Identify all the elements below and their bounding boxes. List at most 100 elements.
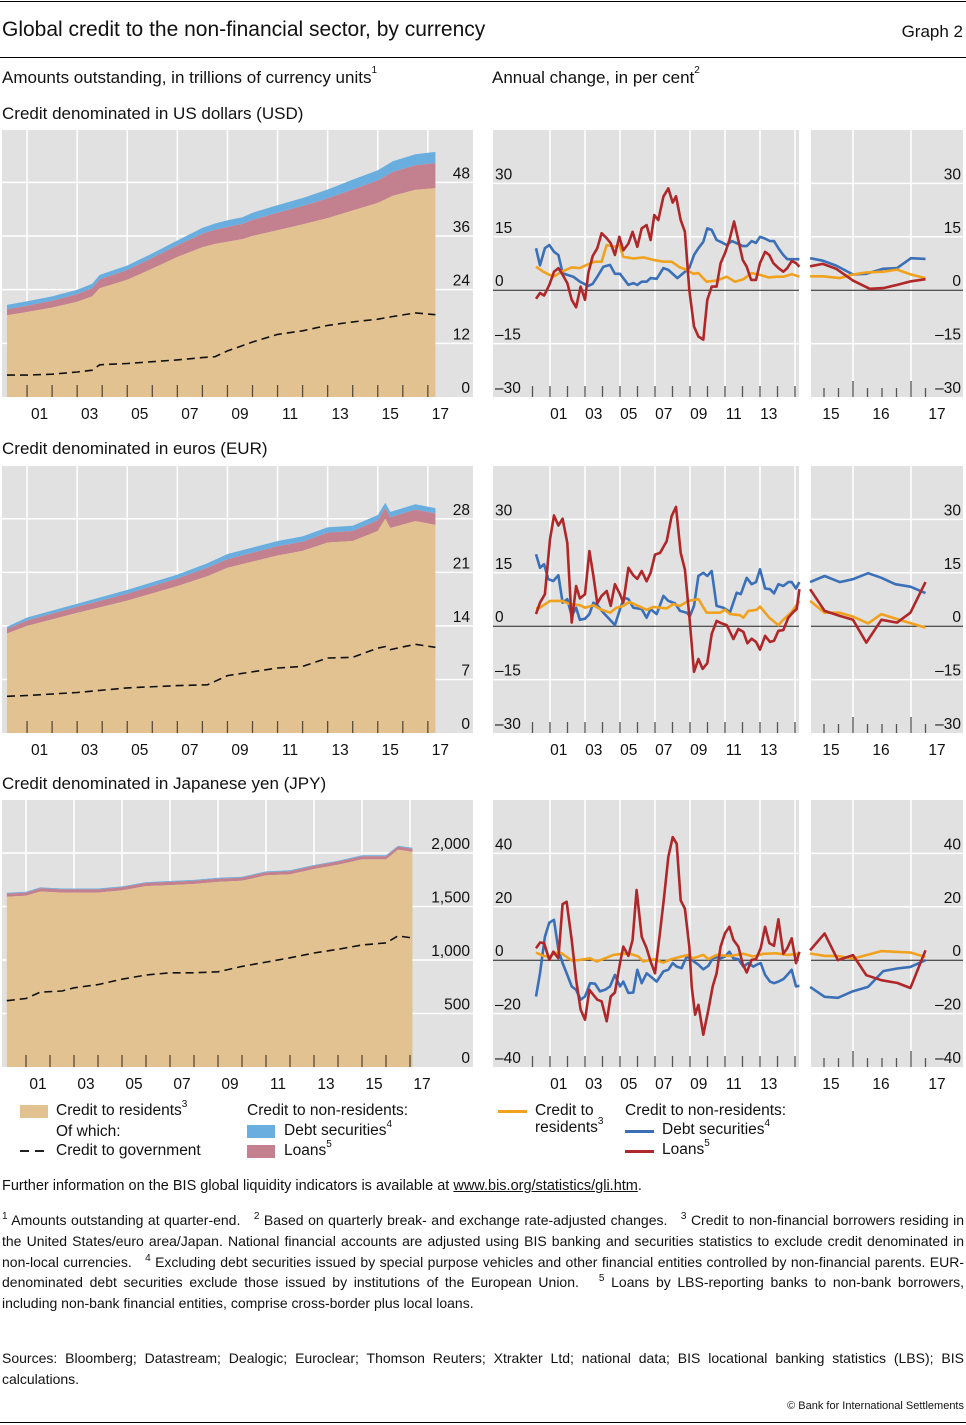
x-tick-label: 13	[760, 1076, 777, 1093]
y-tick-label: 36	[453, 219, 470, 236]
footnote-number: 3	[680, 1211, 687, 1222]
footnote-number: 1	[2, 1211, 8, 1222]
x-tick-label: 09	[221, 1076, 238, 1093]
x-tick-label: 15	[822, 742, 839, 759]
x-tick-label: 09	[231, 406, 248, 423]
residents-line	[810, 268, 926, 280]
x-tick-label: 05	[131, 742, 148, 759]
y-tick-label: 30	[495, 502, 513, 519]
footnote-text: Amounts outstanding at quarter-end.	[7, 1212, 254, 1228]
x-tick-label: 16	[872, 742, 889, 759]
y-tick-label: 24	[453, 273, 471, 290]
x-tick-label: 15	[365, 1076, 382, 1093]
x-tick-label: 07	[655, 1076, 672, 1093]
x-tick-label: 11	[726, 406, 742, 423]
left-panel: 0 12 24 36 48 01 03 05 07 09 11 13 15 17	[2, 130, 473, 423]
x-tick-label: 05	[620, 742, 637, 759]
x-tick-label: 01	[29, 1076, 46, 1093]
left-subtitle: Amounts outstanding, in trillions of cur…	[2, 65, 378, 87]
x-tick-label: 05	[620, 1076, 637, 1093]
x-tick-label: 11	[282, 406, 298, 423]
y-tick-label: –30	[935, 380, 961, 397]
y-tick-label: 14	[453, 609, 471, 626]
y-tick-label: –30	[495, 380, 521, 397]
footnote-text: Loans by LBS-reporting banks to non-bank…	[2, 1274, 964, 1312]
y-tick-label: 21	[453, 555, 470, 572]
panel-background	[493, 800, 799, 1067]
legend-residents-line1: Credit to	[535, 1102, 594, 1119]
legend-government: Credit to government	[56, 1142, 201, 1159]
y-tick-label: –15	[495, 327, 521, 344]
y-tick-label: –30	[495, 716, 521, 733]
row-title-jpy: Credit denominated in Japanese yen (JPY)	[2, 774, 327, 793]
residents-line-swatch	[498, 1110, 527, 1113]
loans-line	[809, 262, 926, 291]
residents-line	[535, 243, 800, 283]
x-tick-label: 11	[726, 742, 742, 759]
footnote-text: Credit to non-financial borrowers residi…	[2, 1212, 964, 1270]
y-tick-label: 40	[495, 836, 513, 853]
panel-background	[811, 130, 963, 397]
loans-line	[809, 581, 927, 644]
legend-residents: Credit to residents3	[56, 1099, 188, 1119]
bottom-rule	[0, 1422, 966, 1423]
row-title-eur: Credit denominated in euros (EUR)	[2, 439, 268, 458]
y-tick-label: 0	[461, 380, 470, 397]
x-tick-label: 09	[690, 406, 707, 423]
government-dashed-swatch	[20, 1150, 49, 1152]
y-tick-label: 0	[461, 1050, 470, 1067]
y-tick-label: 1,500	[431, 889, 470, 906]
loans-line	[534, 187, 801, 341]
y-tick-label: 12	[453, 326, 470, 343]
debt-securities-line	[809, 256, 926, 276]
right-recent-panel: –30 –15 0 15 30 15 16 17	[809, 130, 963, 423]
title-rule	[0, 57, 966, 58]
y-tick-label: 0	[952, 943, 961, 960]
x-tick-label: 17	[432, 742, 449, 759]
x-tick-label: 15	[382, 742, 399, 759]
y-tick-label: 30	[944, 502, 962, 519]
graph-number: Graph 2	[901, 22, 963, 41]
x-tick-label: 01	[550, 742, 567, 759]
y-tick-label: 20	[495, 890, 513, 907]
x-tick-label: 03	[585, 742, 602, 759]
x-tick-label: 15	[382, 406, 399, 423]
panel-background	[811, 800, 963, 1067]
y-tick-label: 28	[453, 502, 470, 519]
y-tick-label: 15	[495, 220, 512, 237]
debt-securities-area	[7, 151, 436, 310]
x-tick-label: 03	[81, 406, 98, 423]
x-tick-label: 09	[690, 1076, 707, 1093]
government-dashed-line	[7, 312, 436, 376]
x-tick-label: 09	[231, 742, 248, 759]
right-main-panel: –30 –15 0 15 30 01 03 05 07 09 11 13	[493, 130, 801, 423]
footnote-number: 5	[598, 1273, 605, 1285]
gli-link[interactable]: www.bis.org/statistics/gli.htm	[453, 1178, 638, 1194]
loans-line	[534, 835, 801, 1036]
loans-area	[7, 163, 436, 316]
x-tick-label: 17	[928, 1076, 945, 1093]
x-tick-label: 07	[181, 406, 198, 423]
x-tick-label: 17	[432, 406, 449, 423]
top-rule	[0, 1, 966, 2]
loans-line	[534, 505, 801, 674]
right-main-panel: –40 –20 0 20 40 01 03 05 07 09 11 13	[493, 800, 801, 1093]
y-tick-label: –40	[495, 1050, 521, 1067]
debt-securities-line	[809, 959, 927, 1000]
right-subtitle: Annual change, in per cent2	[492, 65, 700, 87]
copyright: © Bank for International Settlements	[787, 1400, 964, 1412]
y-tick-label: 0	[495, 943, 504, 960]
residents-area	[7, 188, 436, 397]
x-tick-label: 15	[822, 1076, 839, 1093]
loans-line-swatch	[625, 1150, 654, 1153]
debt-area-swatch	[247, 1125, 275, 1138]
loans-area	[6, 846, 413, 897]
footnote-number: 2	[253, 1211, 260, 1222]
debt-line-swatch	[625, 1130, 654, 1133]
x-tick-label: 09	[690, 742, 707, 759]
debt-securities-area	[7, 502, 436, 629]
legend-right-non-residents-heading: Credit to non-residents:	[625, 1102, 787, 1119]
y-tick-label: 15	[944, 220, 961, 237]
